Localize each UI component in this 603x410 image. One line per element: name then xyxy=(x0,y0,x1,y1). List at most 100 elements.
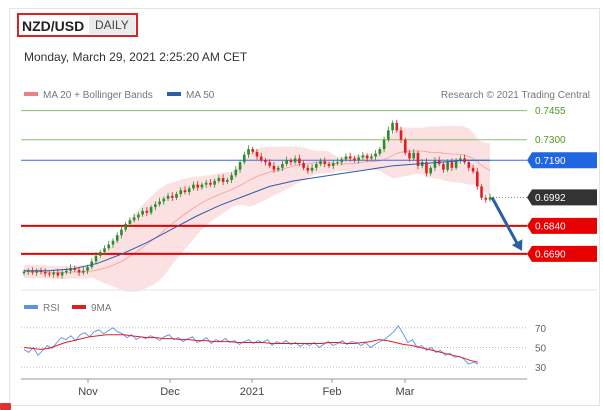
candle-body xyxy=(149,207,153,213)
chart-card xyxy=(9,8,600,406)
x-tick-label: 2021 xyxy=(240,386,264,398)
candle-body xyxy=(268,162,272,166)
candle-body xyxy=(471,167,475,172)
candle-body xyxy=(196,184,200,188)
candle-body xyxy=(459,158,462,161)
candle-body xyxy=(166,195,170,199)
candle-body xyxy=(310,167,314,171)
ma50-legend-label: MA 50 xyxy=(186,90,215,101)
moving-averages xyxy=(24,159,490,272)
candle-body xyxy=(442,164,445,170)
candle-body xyxy=(179,190,183,194)
level-tag-0.6690 xyxy=(527,245,597,262)
candle-body xyxy=(221,178,225,182)
x-tick-label: Nov xyxy=(78,386,98,398)
candle-body xyxy=(323,161,327,165)
candle-body xyxy=(340,159,344,163)
candle-body xyxy=(382,139,386,150)
candle-body xyxy=(276,167,280,170)
candle-body xyxy=(217,178,221,181)
candle-body xyxy=(158,201,161,205)
rsi-ma-legend-label: 9MA xyxy=(91,303,112,314)
candle-body xyxy=(357,157,360,161)
candle-body xyxy=(387,130,390,140)
rsi-tick-label: 70 xyxy=(535,324,547,335)
candle-body xyxy=(22,271,26,274)
candle-body xyxy=(128,220,132,224)
bb-legend-label: MA 20 + Bollinger Bands xyxy=(43,90,153,101)
candle-body xyxy=(331,163,335,166)
candle-body xyxy=(429,167,433,174)
candle-body xyxy=(348,156,352,159)
candle-body xyxy=(412,152,416,159)
candle-body xyxy=(209,182,212,185)
candle-body xyxy=(81,270,85,273)
timeframe-badge[interactable]: DAILY xyxy=(89,16,135,34)
bb-band-area xyxy=(24,125,490,292)
candle-body xyxy=(60,272,64,276)
candle-body xyxy=(230,175,233,180)
candle-body xyxy=(204,182,208,185)
candle-body xyxy=(103,248,106,253)
candle-body xyxy=(314,164,318,168)
x-tick-label: Feb xyxy=(323,386,342,398)
candle-body xyxy=(251,149,255,152)
candle-body xyxy=(327,164,331,166)
candle-body xyxy=(344,156,348,160)
instrument-header[interactable]: NZD/USD DAILY xyxy=(17,13,138,37)
candle-body xyxy=(374,153,377,157)
candle-body xyxy=(336,162,339,164)
candle-body xyxy=(306,167,310,171)
candle-body xyxy=(154,204,157,208)
candle-body xyxy=(361,155,365,158)
candle-body xyxy=(48,273,51,275)
bollinger-bands xyxy=(23,125,491,292)
candle-body xyxy=(408,152,411,159)
candle-body xyxy=(43,272,47,274)
candle-body xyxy=(298,158,301,164)
candle-body xyxy=(281,164,284,168)
rsi-legend-label: RSI xyxy=(43,303,60,314)
level-label: 0.7190 xyxy=(535,156,566,167)
arrow-shaft xyxy=(490,196,521,248)
candle-body xyxy=(238,162,242,170)
candle-body xyxy=(480,186,483,198)
x-tick-label: Mar xyxy=(396,386,415,398)
candle-body xyxy=(200,184,204,188)
candle-body xyxy=(141,210,144,215)
rsi-ma-line xyxy=(23,334,479,363)
rsi-pane: 70 50 30 xyxy=(21,324,547,374)
candle-body xyxy=(433,160,437,168)
candle-body xyxy=(192,184,195,189)
credit-label: Research © 2021 Trading Central xyxy=(441,90,590,101)
candle-body xyxy=(52,272,55,275)
candle-body xyxy=(226,179,229,182)
level-tag-0.6992 xyxy=(527,189,597,206)
candle-body xyxy=(242,154,246,163)
candle-body xyxy=(484,197,488,200)
instrument-symbol: NZD/USD xyxy=(22,18,85,34)
candle-body xyxy=(255,151,259,157)
ma50-line xyxy=(24,159,490,272)
candle-body xyxy=(446,162,449,170)
rsi-tick-label: 50 xyxy=(535,343,547,354)
candle-body xyxy=(65,270,68,273)
candle-body xyxy=(467,162,471,168)
ma50-legend-swatch xyxy=(167,92,181,96)
forecast-arrow xyxy=(490,196,523,251)
candle-body xyxy=(132,217,136,221)
candle-body xyxy=(111,240,115,245)
candle-body xyxy=(183,190,187,193)
candle-body xyxy=(35,270,39,273)
candle-body xyxy=(425,162,428,174)
candle-body xyxy=(391,122,394,131)
candle-body xyxy=(416,152,420,166)
corner-marker xyxy=(0,403,11,410)
candle-body xyxy=(39,270,43,273)
candle-body xyxy=(488,197,492,200)
level-tag-0.6840 xyxy=(527,217,597,234)
candle-body xyxy=(319,161,322,165)
candle-body xyxy=(77,269,81,273)
candle-body xyxy=(289,160,293,163)
